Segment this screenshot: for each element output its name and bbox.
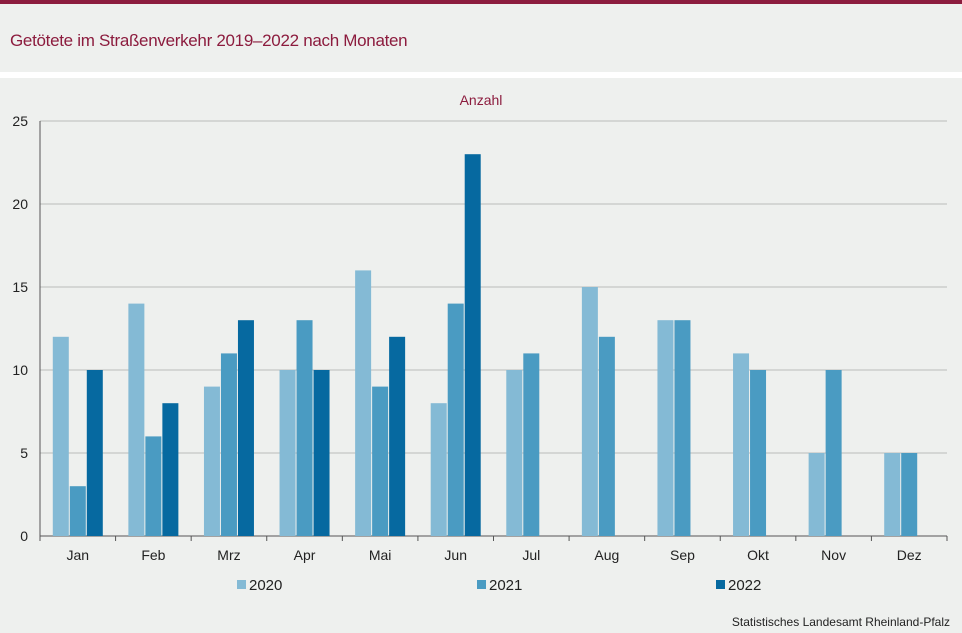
legend-label-2022: 2022 [728, 577, 761, 594]
bar-2021-mai [372, 386, 389, 536]
bar-2020-sep [657, 320, 674, 536]
bar-2021-jun [447, 303, 464, 536]
bar-2021-okt [750, 370, 767, 536]
bar-2020-mrz [203, 386, 220, 536]
bar-2021-feb [145, 436, 162, 536]
unit-label: Anzahl [460, 92, 503, 108]
bar-2021-sep [674, 320, 691, 536]
y-tick-label: 5 [20, 445, 28, 461]
bar-2020-apr [279, 370, 296, 536]
top-rule [0, 0, 962, 4]
bar-2020-feb [128, 303, 145, 536]
x-tick-label: Apr [294, 547, 316, 563]
x-axis: Jan Feb Mrz Apr Mai Jun Jul Aug Sep Okt Nov Dez [39, 536, 948, 563]
bar-2020-jan [52, 336, 69, 536]
bar-2022-apr [313, 370, 330, 536]
x-tick-label: Dez [897, 547, 922, 563]
bar-2020-okt [733, 353, 750, 536]
x-tick-label: Jan [67, 547, 90, 563]
y-tick-label: 0 [20, 528, 28, 544]
bar-2021-nov [825, 370, 842, 536]
bar-2022-jan [86, 370, 103, 536]
bar-2021-jan [69, 486, 86, 536]
chart-title: Getötete im Straßenverkehr 2019–2022 nac… [10, 31, 408, 50]
header: Getötete im Straßenverkehr 2019–2022 nac… [0, 4, 962, 72]
bar-2021-jul [523, 353, 540, 536]
bar-2020-mai [355, 270, 372, 536]
legend-label-2020: 2020 [249, 577, 282, 594]
bar-2022-mrz [237, 320, 254, 536]
y-tick-label: 10 [12, 362, 28, 378]
bar-2021-apr [296, 320, 313, 536]
x-tick-label: Aug [594, 547, 619, 563]
bar-2022-mai [389, 336, 406, 536]
x-tick-label: Sep [670, 547, 695, 563]
legend-swatch-2022 [716, 580, 725, 589]
bar-2022-feb [162, 403, 179, 536]
x-tick-label: Okt [747, 547, 769, 563]
x-tick-label: Nov [821, 547, 846, 563]
bar-2022-jun [464, 154, 481, 536]
y-tick-label: 25 [12, 113, 28, 129]
x-tick-label: Mai [369, 547, 392, 563]
bar-2020-aug [581, 287, 598, 536]
legend: 2020 2021 2022 [237, 577, 761, 594]
source-note: Statistisches Landesamt Rheinland-Pfalz [732, 615, 950, 629]
bar-2020-jun [430, 403, 447, 536]
y-tick-label: 20 [12, 196, 28, 212]
legend-label-2021: 2021 [489, 577, 522, 594]
x-tick-label: Jul [522, 547, 540, 563]
legend-swatch-2021 [477, 580, 486, 589]
bar-2021-mrz [220, 353, 237, 536]
bar-chart: Anzahl 0 5 10 15 20 25 Jan Feb Mrz Apr Mai Jun Jul A… [12, 92, 950, 629]
bars [52, 154, 918, 536]
y-tick-label: 15 [12, 279, 28, 295]
chart-panel: Anzahl 0 5 10 15 20 25 Jan Feb Mrz Apr Mai Jun Jul A… [0, 78, 962, 633]
bar-2020-nov [808, 453, 825, 536]
x-tick-label: Feb [141, 547, 165, 563]
bar-2020-jul [506, 370, 523, 536]
bar-2021-dez [901, 453, 918, 536]
x-tick-label: Mrz [217, 547, 240, 563]
legend-swatch-2020 [237, 580, 246, 589]
x-tick-label: Jun [444, 547, 467, 563]
bar-2021-aug [598, 336, 615, 536]
bar-2020-dez [884, 453, 901, 536]
y-axis: 0 5 10 15 20 25 [12, 113, 41, 544]
